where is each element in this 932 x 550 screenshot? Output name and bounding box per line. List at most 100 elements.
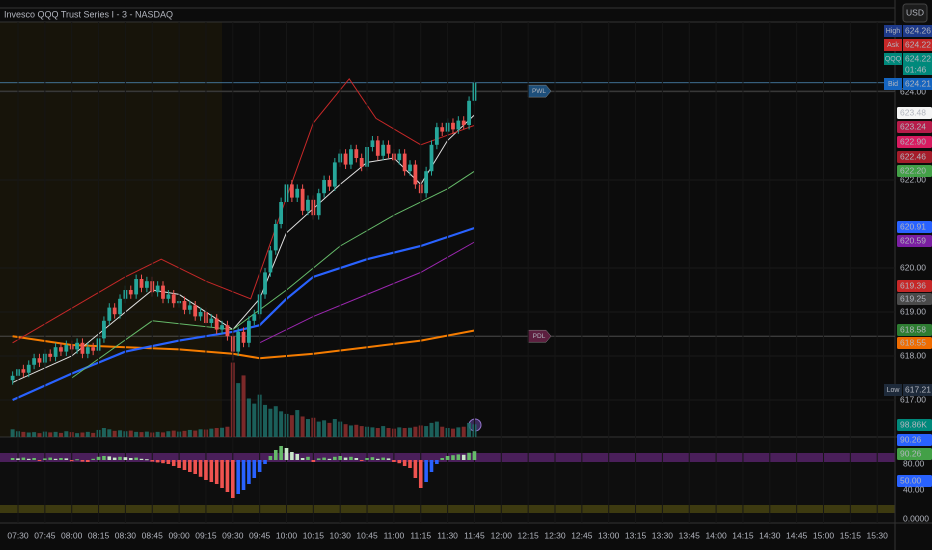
low-tag-box (884, 384, 902, 396)
histogram-bar (220, 460, 224, 488)
panel-label: 50.00 (900, 475, 922, 485)
histogram-bar (43, 458, 47, 460)
price-label-box (897, 280, 932, 292)
quote-tag: QQQ (885, 56, 902, 63)
currency-button[interactable] (902, 3, 928, 23)
symbol-title: Invesco QQQ Trust Series I - 3 - NASDAQ (4, 9, 173, 19)
histogram-bar (134, 457, 138, 460)
volume-bar (348, 425, 353, 437)
x-tick-label: 09:15 (195, 530, 217, 540)
volume-bar (26, 432, 31, 437)
candle-body (107, 307, 112, 321)
candle-body (134, 279, 139, 295)
volume-bar (397, 427, 402, 437)
quote-tag: Ask (887, 42, 899, 49)
candle-body (187, 305, 192, 310)
volume-bar (440, 426, 445, 437)
x-tick-label: 13:15 (625, 530, 647, 540)
volume-bar (370, 427, 375, 437)
price-label: 619.25 (900, 293, 926, 303)
x-tick-label: 11:45 (464, 530, 485, 540)
quote-tag-box (884, 78, 902, 90)
histogram-bar (295, 454, 300, 460)
candle-body (434, 127, 439, 145)
histogram-bar (413, 460, 418, 478)
x-tick-label: 12:15 (518, 530, 540, 540)
x-tick-label: 08:30 (115, 530, 137, 540)
histogram-bar (155, 460, 160, 463)
x-tick-label: 09:00 (168, 530, 190, 540)
x-tick-label: 10:45 (356, 530, 378, 540)
volume-bar (461, 426, 466, 437)
currency-label[interactable]: USD (906, 7, 924, 17)
volume-bar (187, 429, 192, 437)
quote-value: 624.22 (905, 53, 931, 63)
volume-bar (144, 431, 149, 437)
histogram-bar (461, 454, 466, 460)
histogram-bar (418, 460, 423, 488)
volume-bar (91, 432, 96, 437)
histogram-bar (257, 460, 262, 472)
volume-bar (139, 432, 144, 437)
histogram-bar (306, 456, 310, 460)
histogram-bar (32, 458, 36, 460)
volume-bar (456, 427, 461, 437)
histogram-bar (440, 458, 445, 460)
price-label-box (897, 324, 932, 336)
volume-bar (354, 424, 359, 437)
x-tick-label: 14:15 (732, 530, 754, 540)
x-tick-label: 15:15 (840, 530, 862, 540)
histogram-bar (161, 460, 165, 464)
candle-body (467, 100, 471, 125)
histogram-bar (322, 457, 326, 460)
candle-body (332, 162, 337, 187)
histogram-bar (408, 460, 412, 468)
y-tick-label: 619.00 (900, 306, 926, 316)
volume-bar (322, 420, 327, 437)
candle-body (268, 250, 273, 273)
volume-bar (359, 426, 364, 437)
candle-body (397, 153, 402, 161)
histogram-bar (209, 460, 214, 482)
histogram-bar (86, 460, 90, 462)
volume-bar (112, 430, 117, 437)
candle-body (429, 144, 434, 172)
histogram-bar (456, 454, 461, 460)
histogram-bar (375, 458, 380, 460)
price-label-box (897, 337, 932, 349)
volume-bar (434, 421, 439, 437)
candle-body (161, 285, 165, 299)
histogram-bar (279, 446, 283, 460)
x-tick-label: 12:30 (544, 530, 566, 540)
volume-bar (327, 422, 332, 437)
histogram-bar (316, 458, 321, 460)
volume-bar (220, 427, 225, 437)
price-label: 623.24 (900, 121, 926, 131)
candle-body (316, 193, 321, 216)
candle-body (300, 188, 305, 211)
price-label-box (897, 151, 932, 163)
volume-bar (241, 375, 246, 437)
candle-body (32, 358, 37, 365)
histogram-bar (53, 458, 58, 460)
volume-bar (128, 430, 133, 437)
volume-bar (85, 431, 90, 437)
x-tick-label: 07:45 (34, 530, 56, 540)
histogram-bar (386, 458, 391, 460)
volume-bar (268, 408, 273, 437)
histogram-bar (16, 458, 20, 460)
volume-bar (37, 433, 42, 437)
volume-bar (166, 431, 171, 437)
candle-body (289, 184, 294, 198)
quote-value: 624.22 (905, 39, 931, 49)
y-tick-label: 624.00 (900, 86, 926, 96)
price-label: 622.20 (900, 165, 926, 175)
histogram-bar (381, 457, 385, 460)
premarket-shade (0, 22, 222, 437)
histogram-bar (198, 460, 203, 477)
candle-body (53, 347, 58, 357)
histogram-bar (402, 460, 407, 466)
candle-body (359, 158, 364, 167)
histogram-bar (392, 460, 396, 462)
histogram-bar (327, 458, 332, 460)
